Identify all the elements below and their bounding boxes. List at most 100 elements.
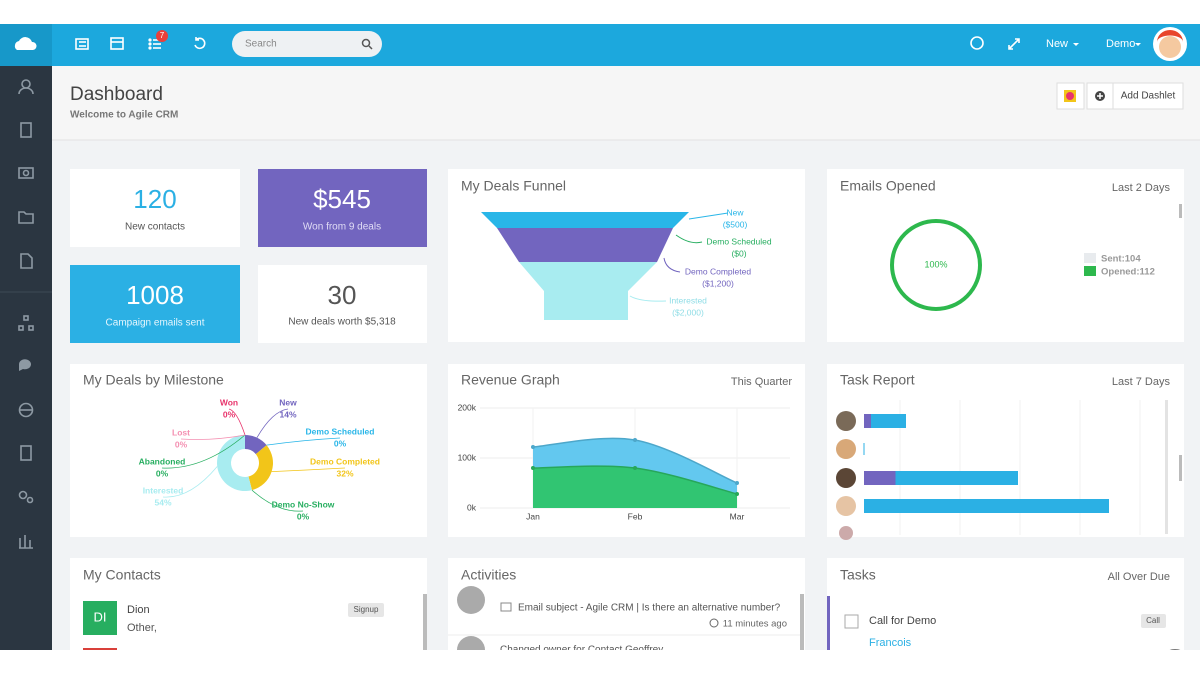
scrollbar[interactable] bbox=[800, 594, 804, 650]
slice-label: 0% bbox=[175, 439, 188, 449]
point bbox=[633, 438, 637, 442]
panels bbox=[70, 169, 1184, 658]
stat-value: 30 bbox=[328, 280, 357, 310]
panel-period: This Quarter bbox=[731, 376, 792, 388]
stat-value: 120 bbox=[133, 184, 176, 214]
scrollbar[interactable] bbox=[1179, 204, 1182, 218]
decoration bbox=[75, 38, 89, 50]
leader-line bbox=[161, 434, 246, 469]
slice-name: Interested bbox=[143, 485, 184, 495]
stat-label: New deals worth $5,318 bbox=[288, 317, 396, 328]
scrollbar[interactable] bbox=[1179, 455, 1182, 481]
scrollbar[interactable] bbox=[423, 594, 427, 650]
nav-calendar[interactable] bbox=[110, 37, 124, 50]
stat-tile bbox=[258, 169, 427, 247]
decoration bbox=[448, 558, 805, 658]
search-placeholder: Search bbox=[245, 39, 277, 50]
funnel-stage: Demo Completed bbox=[685, 266, 751, 276]
decoration bbox=[22, 169, 30, 177]
funnel-amount: ($500) bbox=[723, 219, 748, 229]
search-box[interactable] bbox=[232, 31, 382, 57]
logo-icon bbox=[14, 37, 37, 50]
task-bar bbox=[864, 499, 1109, 513]
panel-period: All Over Due bbox=[1108, 571, 1170, 583]
legend-swatch bbox=[1084, 266, 1096, 276]
decoration bbox=[839, 526, 853, 540]
task-bar bbox=[864, 414, 871, 428]
point bbox=[735, 481, 739, 485]
user-menu[interactable]: Demo bbox=[1106, 38, 1135, 50]
sidebar-icons[interactable] bbox=[18, 79, 34, 549]
panel-title: My Contacts bbox=[83, 567, 161, 583]
panel-title: Task Report bbox=[840, 372, 915, 388]
stat-value: $545 bbox=[313, 184, 371, 214]
decoration bbox=[519, 262, 657, 291]
nav-history[interactable] bbox=[194, 37, 206, 50]
decoration bbox=[1135, 43, 1141, 46]
slice-name: Demo Scheduled bbox=[306, 426, 375, 436]
task-name[interactable]: Call for Demo bbox=[869, 615, 936, 627]
point bbox=[735, 492, 739, 496]
decoration: New contacts Won from 9 deals Campaign e… bbox=[106, 222, 397, 329]
funnel-stage: Interested bbox=[669, 295, 707, 305]
decoration bbox=[1157, 30, 1183, 42]
contact-name[interactable]: Dion bbox=[127, 604, 150, 616]
task-avatars bbox=[836, 411, 856, 540]
area bbox=[533, 466, 737, 508]
y-tick-label: 200k bbox=[458, 402, 477, 412]
decoration bbox=[23, 315, 29, 321]
decoration bbox=[629, 295, 667, 302]
decoration bbox=[19, 535, 33, 549]
nav-tasks[interactable] bbox=[148, 38, 161, 50]
new-menu[interactable]: New bbox=[1046, 38, 1068, 50]
activity-avatar bbox=[457, 586, 485, 614]
slice-name: New bbox=[279, 397, 297, 407]
nav-icon[interactable] bbox=[75, 38, 89, 50]
leader-line bbox=[266, 437, 341, 446]
task-contact[interactable]: Francois bbox=[869, 637, 912, 649]
decoration bbox=[1073, 43, 1079, 46]
leader-line bbox=[162, 466, 218, 498]
panel-title: My Deals by Milestone bbox=[83, 372, 224, 388]
decoration bbox=[497, 228, 673, 262]
scrollbar[interactable] bbox=[1165, 400, 1168, 534]
panel-title: Emails Opened bbox=[840, 178, 936, 194]
task-bar bbox=[864, 471, 896, 485]
slice-name: Abandoned bbox=[139, 456, 186, 466]
funnel-amount: ($2,000) bbox=[672, 307, 704, 317]
funnel-stage: New bbox=[726, 207, 744, 217]
leader-line bbox=[228, 408, 246, 436]
expand-icon[interactable] bbox=[1008, 38, 1020, 50]
search-icon bbox=[361, 38, 371, 48]
funnel bbox=[481, 212, 729, 320]
panel-period: Last 7 Days bbox=[1112, 376, 1171, 388]
chart-marks: Won 0% New 14% Demo Scheduled 0% Demo Complete… bbox=[139, 397, 1109, 521]
page-title: Dashboard bbox=[70, 84, 163, 105]
leader-line bbox=[256, 408, 289, 438]
decoration bbox=[18, 490, 28, 500]
open-rate: 100% bbox=[924, 259, 947, 269]
leader-line bbox=[271, 467, 346, 473]
legend-swatch bbox=[1084, 253, 1096, 263]
decoration bbox=[827, 558, 1184, 658]
x-tick-label: Jan bbox=[526, 511, 540, 521]
panel-title: Tasks bbox=[840, 567, 876, 583]
donut-slice bbox=[245, 435, 267, 455]
x-tick-label: Feb bbox=[628, 511, 643, 521]
slice-label: 14% bbox=[279, 409, 296, 419]
activity-time: 11 minutes ago bbox=[723, 619, 787, 630]
decoration bbox=[18, 325, 24, 331]
stat-value: 1008 bbox=[126, 280, 184, 310]
tag bbox=[348, 603, 384, 617]
help-icon[interactable] bbox=[970, 36, 984, 50]
contact-avatar[interactable] bbox=[83, 601, 117, 635]
clock-icon bbox=[709, 618, 719, 628]
decoration bbox=[26, 496, 34, 504]
slice-label: 0% bbox=[334, 438, 347, 448]
stat-label: New contacts bbox=[125, 222, 185, 233]
decoration bbox=[148, 42, 152, 46]
add-dashlet-button[interactable] bbox=[1112, 82, 1184, 110]
donut-slice bbox=[248, 445, 274, 491]
task-checkbox[interactable] bbox=[844, 614, 859, 629]
